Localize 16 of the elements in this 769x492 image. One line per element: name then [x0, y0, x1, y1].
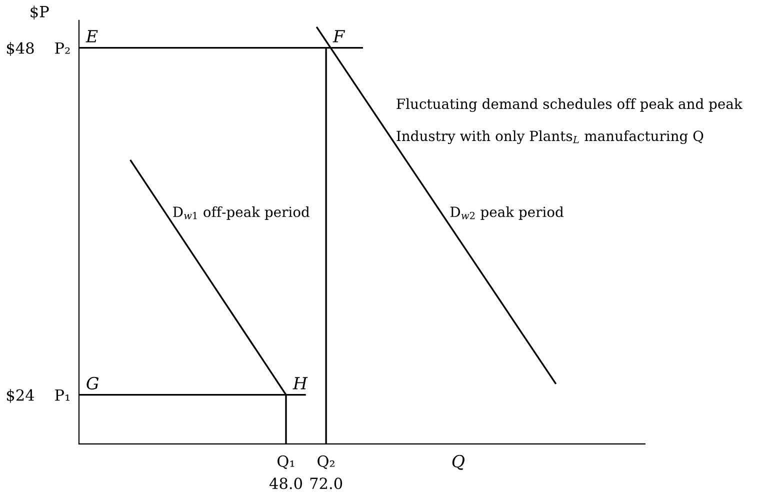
annotation: F: [332, 30, 346, 42]
y-axis-title: $P: [30, 6, 49, 20]
y-tick-label: $48 P₂: [6, 42, 70, 56]
annotation: Industry with only Plants$_{L}$ manufacturing Q: [396, 130, 704, 144]
annotation: H: [292, 377, 308, 390]
annotation: Q₁: [278, 455, 294, 470]
annotation: Q₂: [318, 455, 334, 470]
annotation: Fluctuating demand schedules off peak and peak: [396, 98, 742, 112]
x-axis-title: Q: [452, 454, 464, 470]
x-tick-label: 72.0: [310, 478, 342, 490]
annotation: G: [86, 376, 99, 390]
x-tick-label: 48.0: [269, 478, 302, 490]
annotation: E: [86, 30, 98, 42]
annotation: D$_{w2}$ peak period: [450, 206, 564, 220]
annotation: D$_{w1}$ off-peak period: [173, 206, 310, 220]
y-tick-label: $24 P₁: [6, 389, 70, 403]
